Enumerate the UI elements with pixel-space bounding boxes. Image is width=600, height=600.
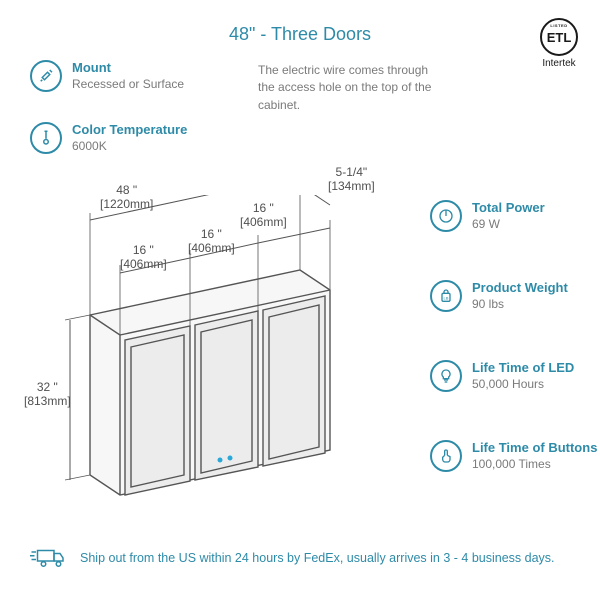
touch-icon <box>430 440 462 472</box>
spec-value: 6000K <box>72 139 187 153</box>
spec-cct: Color Temperature 6000K <box>30 122 187 154</box>
spec-value: 69 W <box>472 217 545 231</box>
dim-door2: 16 "[406mm] <box>188 227 235 256</box>
weight-icon: LB <box>430 280 462 312</box>
spec-label: Life Time of Buttons <box>472 440 597 455</box>
dim-height: 32 "[813mm] <box>24 380 71 409</box>
etl-mark: ETL <box>547 30 572 45</box>
spec-label: Color Temperature <box>72 122 187 137</box>
spec-power: Total Power 69 W <box>430 200 545 232</box>
spec-label: Product Weight <box>472 280 568 295</box>
cabinet-diagram: 48 "[1220mm] 16 "[406mm] 16 "[406mm] 16 … <box>30 195 380 515</box>
tools-icon <box>30 60 62 92</box>
spec-value: Recessed or Surface <box>72 77 184 91</box>
spec-value: 100,000 Times <box>472 457 597 471</box>
spec-value: 90 lbs <box>472 297 568 311</box>
dim-depth: 5-1/4"[134mm] <box>328 165 375 194</box>
truck-icon <box>30 546 66 570</box>
dim-door3: 16 "[406mm] <box>120 243 167 272</box>
shipping-text: Ship out from the US within 24 hours by … <box>80 551 555 565</box>
spec-label: Life Time of LED <box>472 360 574 375</box>
spec-weight: LB Product Weight 90 lbs <box>430 280 568 312</box>
etl-listed: LISTED <box>550 23 567 28</box>
svg-text:LB: LB <box>444 295 449 300</box>
etl-brand: Intertek <box>540 58 578 69</box>
thermometer-icon <box>30 122 62 154</box>
bulb-icon <box>430 360 462 392</box>
shipping-footer: Ship out from the US within 24 hours by … <box>30 546 570 570</box>
power-icon <box>430 200 462 232</box>
spec-label: Mount <box>72 60 184 75</box>
wiring-note: The electric wire comes through the acce… <box>258 62 438 114</box>
spec-led-life: Life Time of LED 50,000 Hours <box>430 360 574 392</box>
dim-width: 48 "[1220mm] <box>100 183 153 212</box>
spec-label: Total Power <box>472 200 545 215</box>
spec-value: 50,000 Hours <box>472 377 574 391</box>
spec-button-life: Life Time of Buttons 100,000 Times <box>430 440 597 472</box>
page-title: 48" - Three Doors <box>229 24 371 45</box>
etl-cert: LISTED ETL Intertek <box>540 18 578 69</box>
dim-door1: 16 "[406mm] <box>240 201 287 230</box>
spec-mount: Mount Recessed or Surface <box>30 60 184 92</box>
